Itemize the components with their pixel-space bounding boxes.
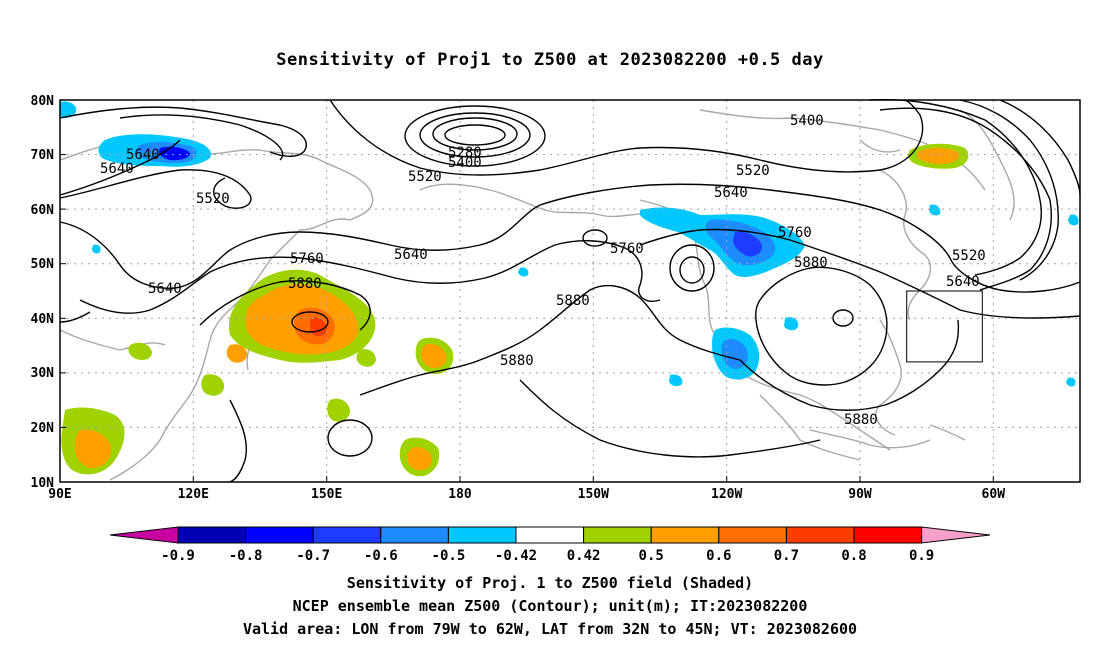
colorbar-swatch <box>583 526 652 544</box>
z500-contours <box>59 98 1081 483</box>
contour-label: 5760 <box>610 241 644 257</box>
colorbar-swatch <box>312 526 382 544</box>
lat-label: 30N <box>31 366 55 381</box>
colorbar-label: 0.42 <box>567 548 601 564</box>
lon-label: 150E <box>311 487 342 502</box>
contour-label: 5880 <box>794 255 828 271</box>
colorbar-swatch <box>245 526 314 544</box>
lat-label: 10N <box>31 476 55 491</box>
colorbar-swatch <box>650 526 720 544</box>
tick-marks <box>60 99 994 482</box>
lon-label: 90E <box>48 487 71 502</box>
colorbar-label: 0.5 <box>639 548 664 564</box>
colorbar-swatch <box>853 526 923 544</box>
colorbar-label: -0.42 <box>495 548 537 564</box>
contour-label: 5520 <box>196 191 230 207</box>
contour-label: 5880 <box>844 412 878 428</box>
colorbar-swatch <box>785 526 855 544</box>
lat-label: 80N <box>31 94 55 109</box>
colorbar-label: -0.7 <box>296 548 330 564</box>
colorbar-label: -0.6 <box>364 548 398 564</box>
colorbar: -0.9 -0.8 -0.7 -0.6 -0.5 -0.42 0.42 0.5 … <box>109 526 991 564</box>
contour-label: 5640 <box>148 281 182 297</box>
lat-label: 50N <box>31 257 55 272</box>
contour-label: 5400 <box>448 155 482 171</box>
colorbar-label: 0.8 <box>841 548 866 564</box>
contour-label: 5400 <box>790 113 824 129</box>
lat-label: 20N <box>31 421 55 436</box>
lon-label: 150W <box>578 487 609 502</box>
caption-contour: NCEP ensemble mean Z500 (Contour); unit(… <box>292 597 808 615</box>
positive-sensitivity-shading <box>61 143 969 477</box>
contour-label: 5880 <box>500 353 534 369</box>
colorbar-label: 0.9 <box>909 548 934 564</box>
lon-label: 90W <box>848 487 872 502</box>
contour-label: 5760 <box>290 251 324 267</box>
colorbar-swatch <box>380 526 449 544</box>
lon-label: 120W <box>711 487 742 502</box>
lon-label: 120E <box>178 487 209 502</box>
contour-label: 5640 <box>100 161 134 177</box>
contour-label: 5880 <box>556 293 590 309</box>
longitude-labels: 90E 120E 150E 180 150W 120W 90W 60W <box>48 487 1005 502</box>
negative-sensitivity-shading <box>60 101 1079 387</box>
caption-shading: Sensitivity of Proj. 1 to Z500 field (Sh… <box>346 574 754 592</box>
contour-label: 5640 <box>394 247 428 263</box>
contour-label: 5880 <box>288 276 322 292</box>
colorbar-swatch <box>515 526 585 544</box>
colorbar-swatch <box>447 526 517 544</box>
contour-label: 5520 <box>952 248 986 264</box>
lat-label: 70N <box>31 148 55 163</box>
lon-label: 180 <box>448 487 472 502</box>
colorbar-swatch <box>177 526 247 544</box>
caption-valid-area: Valid area: LON from 79W to 62W, LAT fro… <box>242 620 858 638</box>
contour-label: 5640 <box>126 147 160 163</box>
contour-label: 5760 <box>778 225 812 241</box>
colorbar-label: -0.9 <box>161 548 195 564</box>
lat-label: 40N <box>31 312 55 327</box>
plot-frame <box>59 99 1081 483</box>
latitude-labels: 80N 70N 60N 50N 40N 30N 20N 10N <box>31 94 55 491</box>
valid-area-box <box>906 290 983 363</box>
lat-label: 60N <box>31 203 55 218</box>
lon-label: 60W <box>982 487 1006 502</box>
colorbar-left-arrow <box>109 526 179 544</box>
contour-label: 5520 <box>736 163 770 179</box>
contour-label: 5640 <box>946 274 980 290</box>
contour-label: 5280 <box>448 145 482 161</box>
colorbar-right-arrow <box>921 526 991 544</box>
contour-labels: 5280 5400 5520 5640 5640 5640 5520 5640 … <box>100 113 986 428</box>
map-title: Sensitivity of Proj1 to Z500 at 20230822… <box>276 50 824 70</box>
contour-label: 5640 <box>714 185 748 201</box>
colorbar-label: -0.8 <box>229 548 263 564</box>
colorbar-label: 0.6 <box>706 548 731 564</box>
colorbar-label: -0.5 <box>432 548 466 564</box>
contour-label: 5520 <box>408 169 442 185</box>
colorbar-label: 0.7 <box>774 548 799 564</box>
colorbar-swatch <box>718 526 787 544</box>
